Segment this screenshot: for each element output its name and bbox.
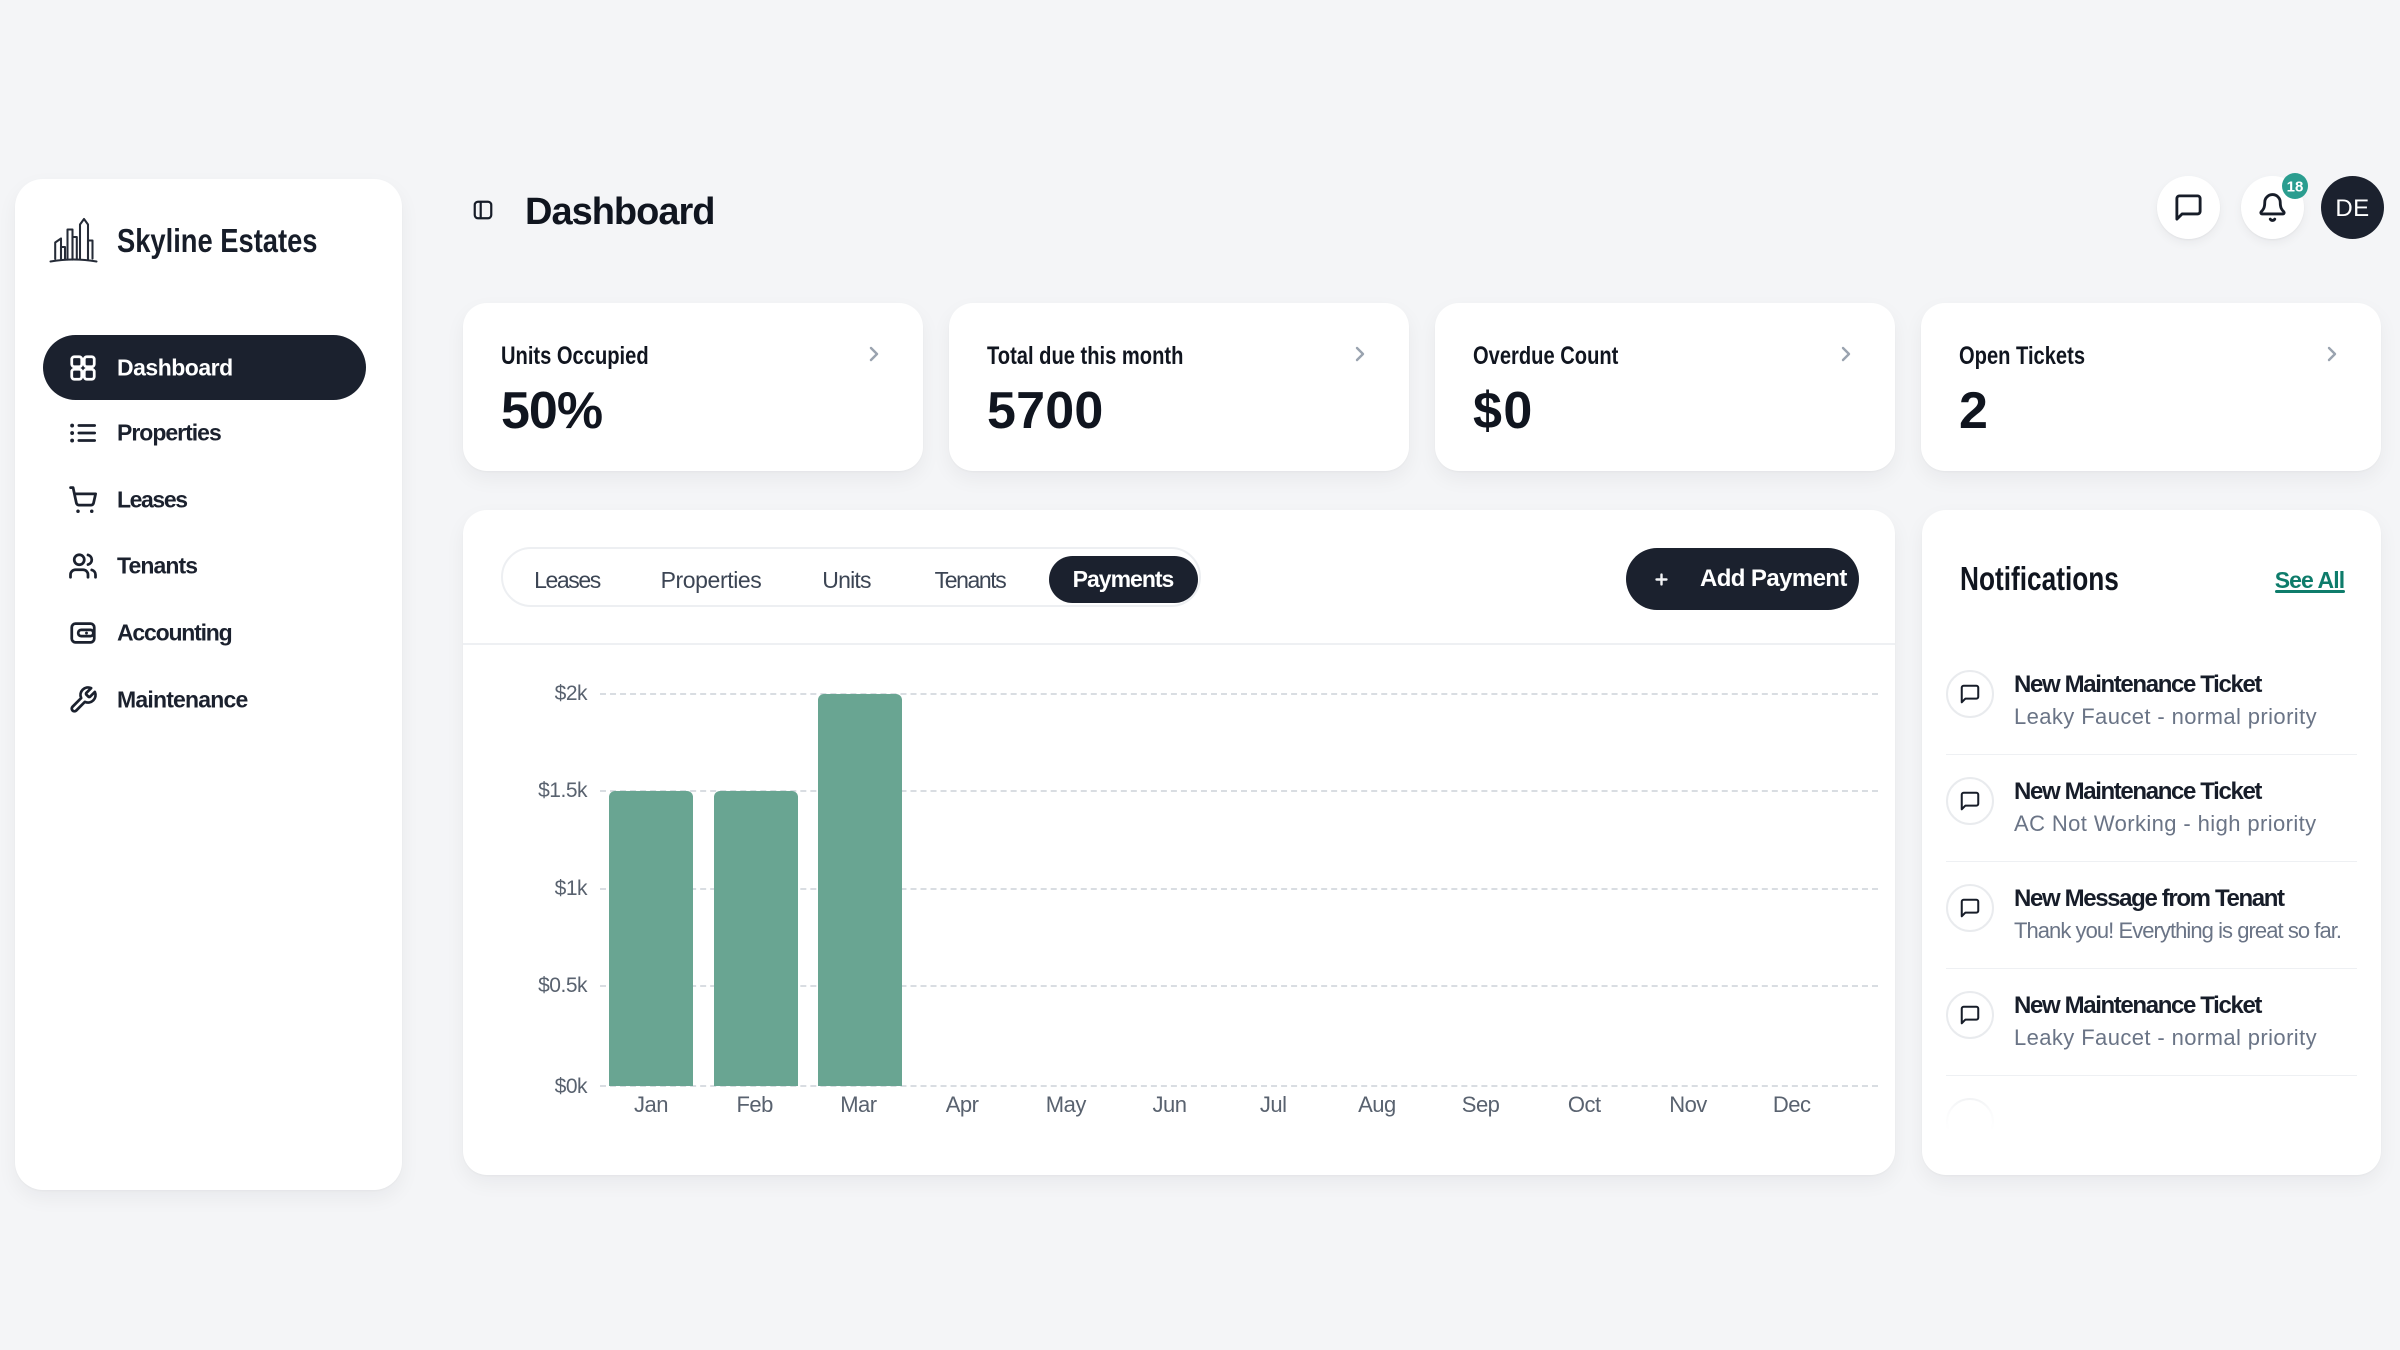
svg-text:18: 18 [2287,179,2304,196]
svg-text:DE: DE [2335,195,2369,222]
